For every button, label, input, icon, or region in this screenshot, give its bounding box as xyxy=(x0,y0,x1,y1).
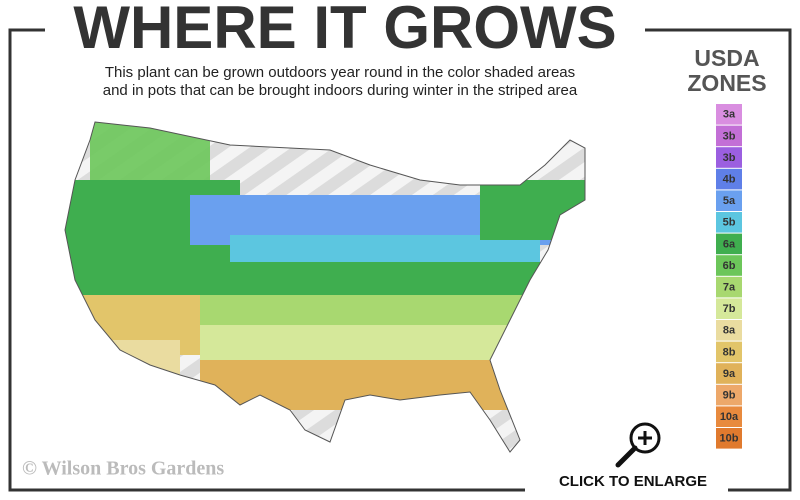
frame xyxy=(8,28,792,492)
subtitle: This plant can be grown outdoors year ro… xyxy=(105,64,575,81)
zone-swatch xyxy=(716,104,742,125)
zone-label: 7a xyxy=(723,282,736,294)
enlarge-link[interactable]: CLICK TO ENLARGE xyxy=(559,473,707,490)
title: WHERE IT GROWS xyxy=(73,0,616,61)
zone-swatch xyxy=(716,212,742,233)
zone-label: 9b xyxy=(723,390,736,402)
zone-label: 3a xyxy=(723,109,736,121)
zone-swatch xyxy=(716,406,742,427)
zone-swatch xyxy=(716,255,742,276)
zone-label: 5a xyxy=(723,195,736,207)
zone-swatch xyxy=(716,190,742,211)
legend-title: ZONES xyxy=(687,70,766,96)
zone-swatch xyxy=(716,320,742,341)
zone-swatch xyxy=(716,341,742,363)
zone-label: 4b xyxy=(723,174,736,186)
zone-swatch xyxy=(716,233,742,255)
zone-label: 3b xyxy=(723,152,736,164)
zone-label: 10a xyxy=(720,411,739,423)
map-outline xyxy=(64,121,586,453)
map xyxy=(65,122,585,452)
legend: 3a 3b 3b 4b 5a 5b 6a 6b 7a 7b 8a 8b 9a 9b 10a 10b xyxy=(716,104,742,449)
subtitle: and in pots that can be brought indoors … xyxy=(103,82,578,99)
zone-label: 9a xyxy=(723,368,736,380)
copyright: © Wilson Bros Gardens xyxy=(22,458,224,480)
legend-title: USDA xyxy=(694,45,759,71)
zone-swatch xyxy=(716,384,742,406)
zone-swatch xyxy=(716,147,742,168)
zone-label: 3b xyxy=(723,130,736,142)
zone-label: 5b xyxy=(723,217,736,229)
zone-swatch xyxy=(716,276,742,298)
zone-label: 10b xyxy=(720,433,739,445)
zone-label: 7b xyxy=(723,303,736,315)
zone-swatch xyxy=(716,363,742,384)
zone-label: 6b xyxy=(723,260,736,272)
zone-swatch xyxy=(716,125,742,147)
zone-swatch xyxy=(716,298,742,319)
zone-swatch xyxy=(716,168,742,190)
zoom-icon[interactable] xyxy=(615,422,661,468)
zone-swatch xyxy=(716,428,742,449)
zone-label: 6a xyxy=(723,238,736,250)
zone-label: 8a xyxy=(723,325,736,337)
zone-label: 8b xyxy=(723,346,736,358)
